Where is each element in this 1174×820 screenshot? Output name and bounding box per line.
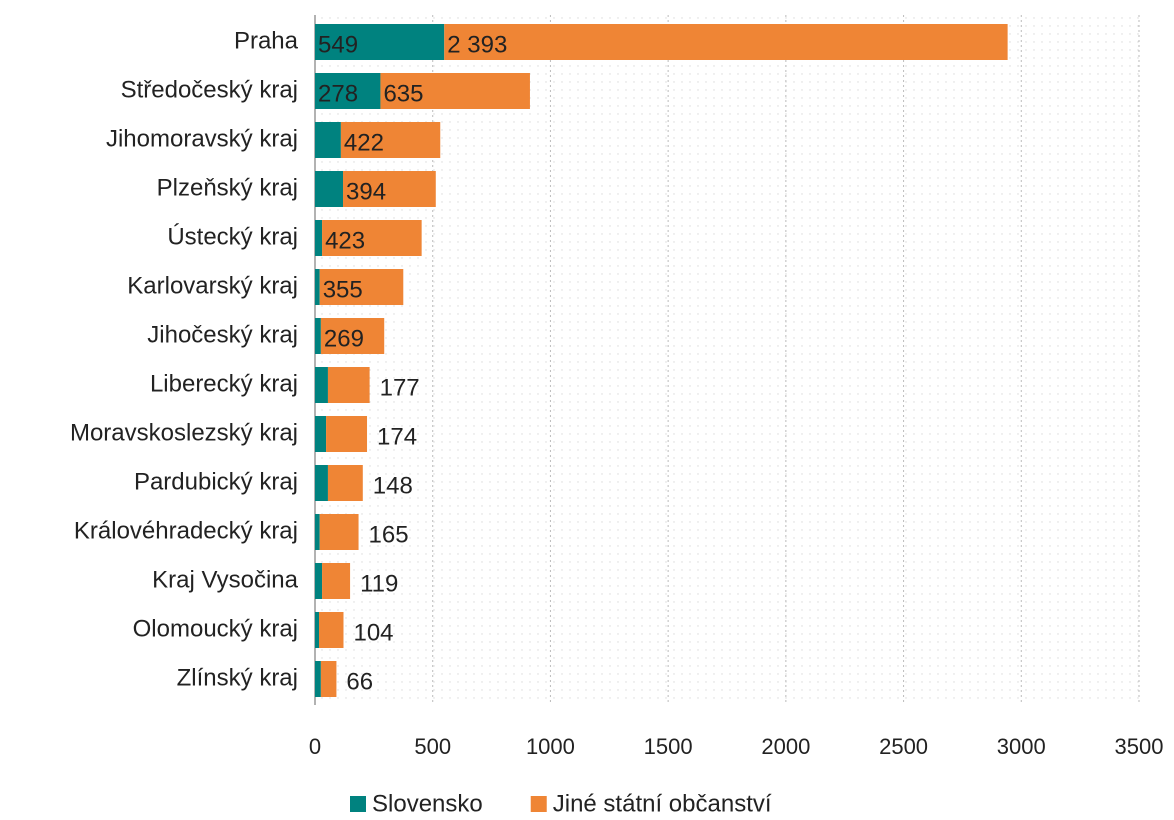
y-tick-label: Moravskoslezský kraj (70, 419, 298, 446)
x-tick-label: 500 (414, 734, 451, 759)
legend-label: Jiné státní občanství (553, 790, 772, 817)
value-label: 119 (360, 570, 398, 597)
y-tick-label: Jihomoravský kraj (106, 125, 298, 152)
value-label: 2 393 (447, 31, 507, 58)
value-label: 104 (353, 619, 393, 646)
value-label: 269 (324, 325, 364, 352)
value-label: 174 (377, 423, 417, 450)
bar-segment (322, 220, 422, 256)
bar-segment (315, 612, 320, 648)
value-label: 165 (369, 521, 409, 548)
y-tick-label: Praha (234, 27, 299, 54)
bar-segment (444, 24, 1008, 60)
plot-background (315, 15, 1139, 705)
bar-segment (343, 171, 436, 207)
bar-segment (315, 514, 320, 550)
bar-segment (315, 563, 323, 599)
value-label: 423 (325, 227, 365, 254)
y-tick-label: Jihočeský kraj (147, 321, 298, 348)
bar-segment (315, 24, 445, 60)
bar-segment (315, 73, 381, 109)
bar-segment (320, 661, 337, 697)
x-tick-label: 0 (309, 734, 321, 759)
y-tick-label: Kraj Vysočina (152, 566, 298, 593)
bar-segment (315, 122, 341, 158)
bar-segment (315, 171, 344, 207)
value-label: 177 (380, 374, 420, 401)
y-tick-label: Liberecký kraj (150, 370, 298, 397)
bar-segment (319, 612, 344, 648)
bar-segment (315, 465, 328, 501)
y-tick-label: Středočeský kraj (121, 76, 298, 103)
x-tick-label: 1000 (526, 734, 575, 759)
legend-label: Slovensko (372, 790, 483, 817)
y-tick-label: Karlovarský kraj (127, 272, 298, 299)
x-tick-label: 3000 (997, 734, 1046, 759)
bar-segment (319, 269, 404, 305)
value-label: 148 (373, 472, 413, 499)
value-label: 394 (346, 178, 386, 205)
x-tick-label: 2000 (761, 734, 810, 759)
bar-segment (315, 661, 321, 697)
value-label: 278 (318, 80, 358, 107)
y-tick-label: Pardubický kraj (134, 468, 298, 495)
x-tick-label: 2500 (879, 734, 928, 759)
legend-swatch (350, 796, 366, 812)
y-tick-label: Plzeňský kraj (157, 174, 298, 201)
x-tick-label: 3500 (1115, 734, 1164, 759)
bar-segment (327, 367, 370, 403)
bar-segment (315, 220, 323, 256)
bar-segment (380, 73, 530, 109)
value-label: 422 (344, 129, 384, 156)
bar-segment (327, 465, 363, 501)
bar-segment (315, 318, 321, 354)
bar-segment (319, 514, 359, 550)
y-tick-label: Královéhradecký kraj (74, 517, 298, 544)
bar-segment (340, 122, 441, 158)
value-label: 549 (318, 31, 358, 58)
bar-segment (320, 318, 385, 354)
bar-segment (315, 269, 320, 305)
value-label: 66 (346, 668, 373, 695)
legend-swatch (530, 796, 547, 812)
y-tick-label: Zlínský kraj (177, 664, 298, 691)
y-tick-label: Olomoucký kraj (133, 615, 298, 642)
y-tick-label: Ústecký kraj (167, 223, 298, 250)
bar-segment (322, 563, 351, 599)
x-tick-label: 1500 (644, 734, 693, 759)
bar-segment (315, 416, 327, 452)
value-label: 355 (323, 276, 363, 303)
value-label: 635 (383, 80, 423, 107)
bar-segment (326, 416, 368, 452)
bar-segment (315, 367, 328, 403)
